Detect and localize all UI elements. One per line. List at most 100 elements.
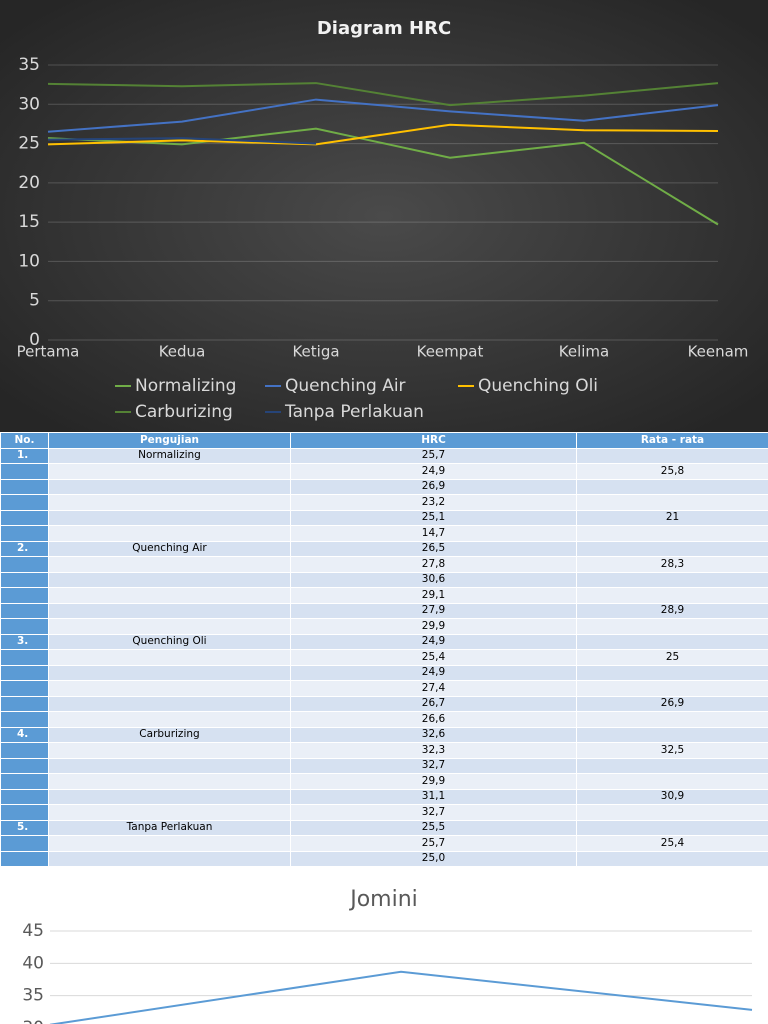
table-cell	[48, 835, 291, 852]
table-cell: 25	[576, 649, 768, 666]
table-row: 5. Tanpa Perlakuan 25,5	[0, 819, 768, 836]
y-tick-label: 25	[18, 134, 40, 154]
table-cell: 29,9	[290, 773, 577, 790]
table-cell	[0, 850, 49, 867]
table-cell: 5.	[0, 819, 49, 836]
table-cell	[576, 726, 768, 743]
table-cell: 26,5	[290, 540, 577, 557]
table-cell: 27,8	[290, 556, 577, 573]
y-tick-label: 35	[18, 55, 40, 75]
table-cell	[48, 494, 291, 511]
table-cell	[48, 509, 291, 526]
y-tick-label: 5	[29, 291, 40, 311]
table-cell: 25,0	[290, 850, 577, 867]
table-cell	[0, 695, 49, 712]
table-cell	[0, 835, 49, 852]
table-cell	[48, 788, 291, 805]
table-row: 32,7	[0, 757, 768, 774]
table-row: 29,1	[0, 587, 768, 604]
table-cell: 1.	[0, 447, 49, 464]
table-cell	[576, 819, 768, 836]
table-cell: Normalizing	[48, 447, 291, 464]
x-tick-label: Pertama	[17, 343, 80, 361]
table-cell	[0, 463, 49, 480]
table-cell: 25,7	[290, 447, 577, 464]
table-cell	[576, 587, 768, 604]
table-row: 31,1 30,9	[0, 788, 768, 805]
table-cell: 26,9	[290, 478, 577, 495]
table-cell	[48, 804, 291, 821]
header-cell: HRC	[290, 432, 577, 449]
header-cell: Pengujian	[48, 432, 291, 449]
table-cell: 29,9	[290, 618, 577, 635]
y-tick-label: 0	[29, 330, 40, 350]
series-line	[49, 970, 753, 1024]
legend-label: Quenching Oli	[478, 376, 598, 396]
table-cell: Carburizing	[48, 726, 291, 743]
series-line	[47, 127, 719, 226]
table-cell	[0, 742, 49, 759]
chart-background	[0, 0, 768, 432]
table-cell	[0, 804, 49, 821]
table-row: 2. Quenching Air 26,5	[0, 540, 768, 557]
table-cell: 32,6	[290, 726, 577, 743]
x-tick-label: Keenam	[688, 343, 749, 361]
table-cell	[48, 602, 291, 619]
table-row: 32,3 32,5	[0, 742, 768, 759]
table-row: 29,9	[0, 618, 768, 635]
table-cell	[0, 525, 49, 542]
legend-label: Tanpa Perlakuan	[284, 402, 424, 422]
table-cell	[48, 695, 291, 712]
table-cell: 27,4	[290, 680, 577, 697]
table-cell	[0, 680, 49, 697]
table-cell: 26,7	[290, 695, 577, 712]
table-cell	[48, 478, 291, 495]
y-tick-label: 20	[18, 173, 40, 193]
table-row: 3. Quenching Oli 24,9	[0, 633, 768, 650]
table-cell: 31,1	[290, 788, 577, 805]
chart-title: Diagram HRC	[317, 18, 451, 39]
legend-label: Quenching Air	[285, 376, 406, 396]
table-cell: 23,2	[290, 494, 577, 511]
table-row: 23,2	[0, 494, 768, 511]
table-cell	[48, 463, 291, 480]
table-cell: 32,7	[290, 804, 577, 821]
table-row: 4. Carburizing 32,6	[0, 726, 768, 743]
table-cell	[576, 494, 768, 511]
table-cell	[0, 587, 49, 604]
table-row: 27,9 28,9	[0, 602, 768, 619]
table-cell	[48, 556, 291, 573]
table-cell	[576, 757, 768, 774]
table-cell: 26,9	[576, 695, 768, 712]
table-row: 27,4	[0, 680, 768, 697]
table-cell: 30,9	[576, 788, 768, 805]
table-cell	[0, 618, 49, 635]
header-cell: Rata - rata	[576, 432, 768, 449]
table-cell	[48, 773, 291, 790]
table-cell	[48, 850, 291, 867]
header-cell: No.	[0, 432, 49, 449]
y-tick-label: 30	[22, 1018, 44, 1024]
table-cell: 24,9	[290, 633, 577, 650]
table-cell: 32,3	[290, 742, 577, 759]
y-tick-label: 10	[18, 251, 40, 271]
x-tick-label: Keempat	[417, 343, 484, 361]
table-row: 25,7 25,4	[0, 835, 768, 852]
table-cell	[576, 680, 768, 697]
table-row: 26,7 26,9	[0, 695, 768, 712]
table-cell	[0, 571, 49, 588]
y-tick-label: 35	[22, 986, 44, 1006]
table-cell: 24,9	[290, 664, 577, 681]
chart-title: Jomini	[348, 887, 418, 912]
table-cell: 25,5	[290, 819, 577, 836]
table-cell	[576, 850, 768, 867]
table-cell: 14,7	[290, 525, 577, 542]
table-cell	[576, 711, 768, 728]
table-cell: 27,9	[290, 602, 577, 619]
table-cell: 29,1	[290, 587, 577, 604]
table-cell	[576, 447, 768, 464]
table-cell	[48, 757, 291, 774]
table-row: 14,7	[0, 525, 768, 542]
table-cell	[576, 773, 768, 790]
